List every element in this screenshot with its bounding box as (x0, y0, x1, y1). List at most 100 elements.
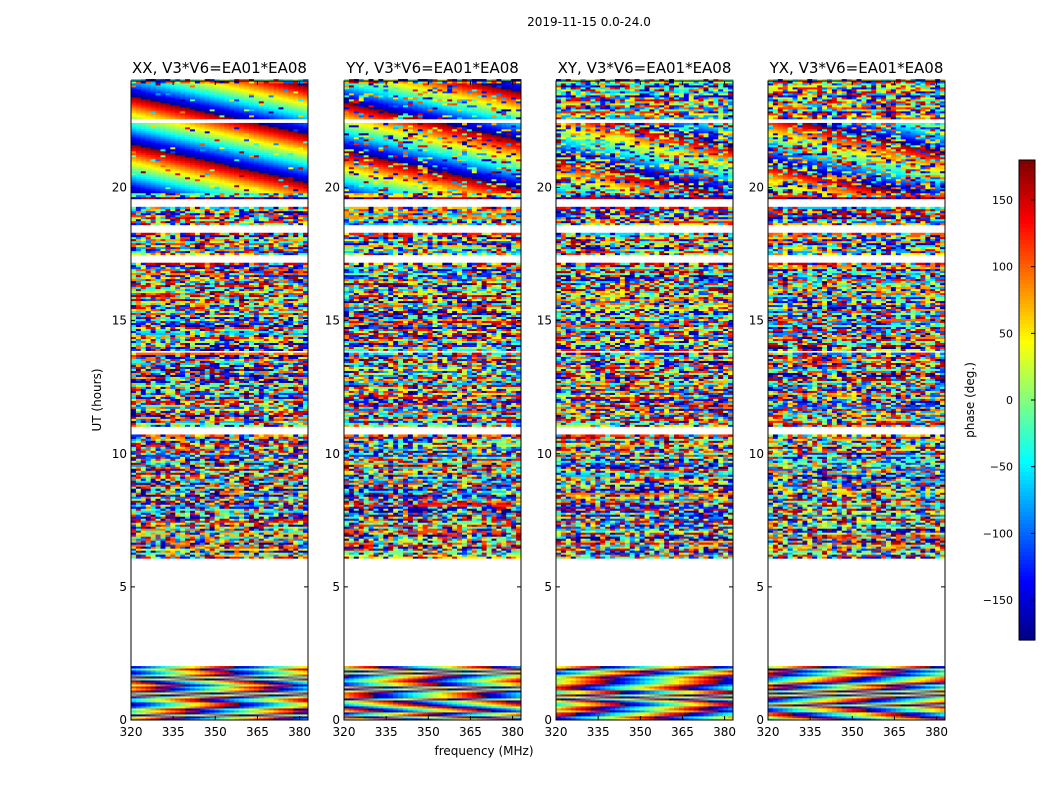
heatmap-cell (303, 700, 309, 703)
heatmap-cell (263, 482, 270, 485)
heatmap-cell (170, 552, 176, 555)
heatmap-cell (194, 478, 201, 481)
heatmap-cell (229, 510, 235, 513)
heatmap-cell (199, 544, 206, 547)
heatmap-cell (219, 506, 225, 509)
heatmap-cell (288, 696, 294, 699)
heatmap-cell (199, 680, 206, 683)
heatmap-cell (224, 518, 230, 521)
heatmap-cell (140, 554, 147, 557)
heatmap-cell (258, 672, 265, 675)
heatmap-cell (165, 502, 171, 505)
heatmap-cell (131, 478, 137, 481)
heatmap-cell (263, 528, 270, 531)
heatmap-cell (131, 546, 137, 549)
heatmap-cell (234, 518, 240, 521)
heatmap-cell (194, 520, 201, 523)
heatmap-cell (298, 688, 304, 691)
heatmap-cell (224, 484, 230, 487)
heatmap-cell (219, 468, 225, 471)
heatmap-cell (131, 544, 137, 547)
heatmap-cell (224, 508, 230, 511)
heatmap-cell (234, 680, 240, 683)
heatmap-cell (253, 532, 260, 535)
heatmap-cell (268, 504, 274, 507)
heatmap-cell (170, 692, 176, 695)
heatmap-cell (249, 480, 255, 483)
heatmap-cell (288, 518, 294, 521)
heatmap-cell (180, 470, 186, 473)
heatmap-cell (258, 536, 265, 539)
heatmap-cell (239, 714, 245, 717)
heatmap-cell (249, 690, 255, 693)
heatmap-cell (263, 478, 270, 481)
heatmap-cell (150, 526, 156, 529)
heatmap-cell (293, 690, 299, 693)
heatmap-cell (249, 688, 255, 691)
heatmap-cell (303, 494, 309, 497)
heatmap-cell (209, 548, 215, 551)
heatmap-cell (244, 528, 250, 531)
heatmap-cell (185, 702, 191, 705)
heatmap-cell (249, 492, 255, 495)
heatmap-cell (303, 552, 309, 555)
heatmap-cell (273, 682, 279, 685)
heatmap-cell (194, 548, 201, 551)
heatmap-cell (160, 490, 166, 493)
heatmap-cell (180, 552, 186, 555)
heatmap-cell (258, 708, 265, 711)
heatmap-cell (229, 554, 235, 557)
heatmap-cell (239, 696, 245, 699)
heatmap-cell (288, 712, 294, 715)
heatmap-cell (239, 492, 245, 495)
heatmap-cell (293, 474, 299, 477)
heatmap-cell (190, 532, 196, 535)
heatmap-cell (249, 700, 255, 703)
heatmap-cell (268, 486, 274, 489)
heatmap-cell (268, 352, 274, 355)
heatmap-cell (131, 484, 137, 487)
heatmap-cell (244, 470, 250, 473)
heatmap-cell (239, 680, 245, 683)
heatmap-cell (293, 534, 299, 537)
heatmap-cell (214, 718, 220, 721)
heatmap-cell (140, 556, 147, 559)
heatmap-cell (244, 476, 250, 479)
heatmap-cell (234, 540, 240, 543)
heatmap-cell (160, 522, 166, 525)
heatmap-cell (244, 554, 250, 557)
heatmap-cell (229, 548, 235, 551)
heatmap-cell (175, 478, 181, 481)
heatmap-cell (190, 516, 196, 519)
heatmap-cell (249, 514, 255, 517)
heatmap-cell (190, 496, 196, 499)
heatmap-cell (170, 518, 176, 521)
heatmap-cell (190, 550, 196, 553)
heatmap-cell (165, 550, 171, 553)
heatmap-cell (199, 472, 206, 475)
heatmap-cell (190, 526, 196, 529)
heatmap-cell (209, 534, 215, 537)
heatmap-cell (194, 708, 201, 711)
heatmap-cell (239, 512, 245, 515)
heatmap-cell (293, 514, 299, 517)
heatmap-cell (219, 484, 225, 487)
heatmap-cell (263, 690, 270, 693)
heatmap-cell (204, 512, 211, 515)
heatmap-cell (140, 506, 147, 509)
heatmap-cell (160, 706, 166, 709)
heatmap-cell (298, 512, 304, 515)
heatmap-cell (283, 476, 289, 479)
heatmap-cell (244, 496, 250, 499)
heatmap-cell (194, 702, 201, 705)
heatmap-cell (214, 686, 220, 689)
heatmap-cell (273, 528, 279, 531)
heatmap-cell (190, 494, 196, 497)
heatmap-cell (185, 692, 191, 695)
heatmap-cell (273, 520, 279, 523)
heatmap-cell (204, 544, 211, 547)
heatmap-cell (253, 522, 260, 525)
heatmap-cell (249, 498, 255, 501)
heatmap-cell (219, 536, 225, 539)
heatmap-cell (175, 714, 181, 717)
